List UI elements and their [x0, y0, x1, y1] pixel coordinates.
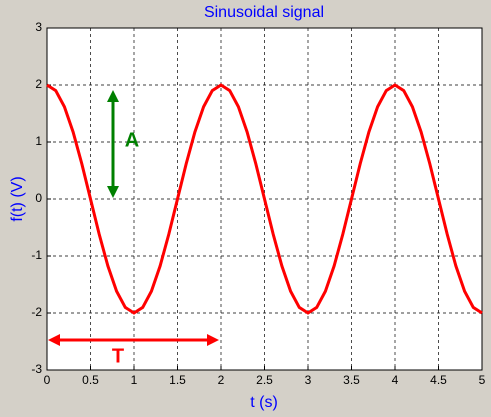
x-tick-label: 2.5 — [256, 373, 273, 387]
x-axis-label: t (s) — [250, 394, 278, 411]
x-tick-label: 3 — [305, 373, 312, 387]
y-tick-label: -1 — [31, 248, 42, 262]
x-tick-label: 5 — [479, 373, 486, 387]
y-tick-label: -3 — [31, 362, 42, 376]
y-tick-label: -2 — [31, 305, 42, 319]
x-tick-label: 2 — [218, 373, 225, 387]
x-tick-label: 4 — [392, 373, 399, 387]
annotation: A — [125, 129, 139, 151]
line-series — [46, 83, 483, 315]
x-tick-label: 1.5 — [169, 373, 186, 387]
annotation: T — [112, 345, 124, 367]
x-tick-label: 0 — [44, 373, 51, 387]
y-tick-label: 0 — [35, 191, 42, 205]
x-tick-label: 1 — [131, 373, 138, 387]
y-tick-label: 2 — [35, 77, 42, 91]
chart-title: Sinusoidal signal — [204, 4, 324, 21]
x-tick-label: 3.5 — [343, 373, 360, 387]
y-axis-label: f(t) (V) — [9, 176, 26, 221]
plot: 0 0.5 1 1.5 2 2.5 3 3.5 4 4.5 5 -3 -2 -1 0 1 2 3 — [31, 20, 485, 387]
x-tick-label: 0.5 — [82, 373, 99, 387]
y-tick-label: 1 — [35, 134, 42, 148]
x-tick-label: 4.5 — [430, 373, 447, 387]
y-tick-label: 3 — [35, 20, 42, 34]
